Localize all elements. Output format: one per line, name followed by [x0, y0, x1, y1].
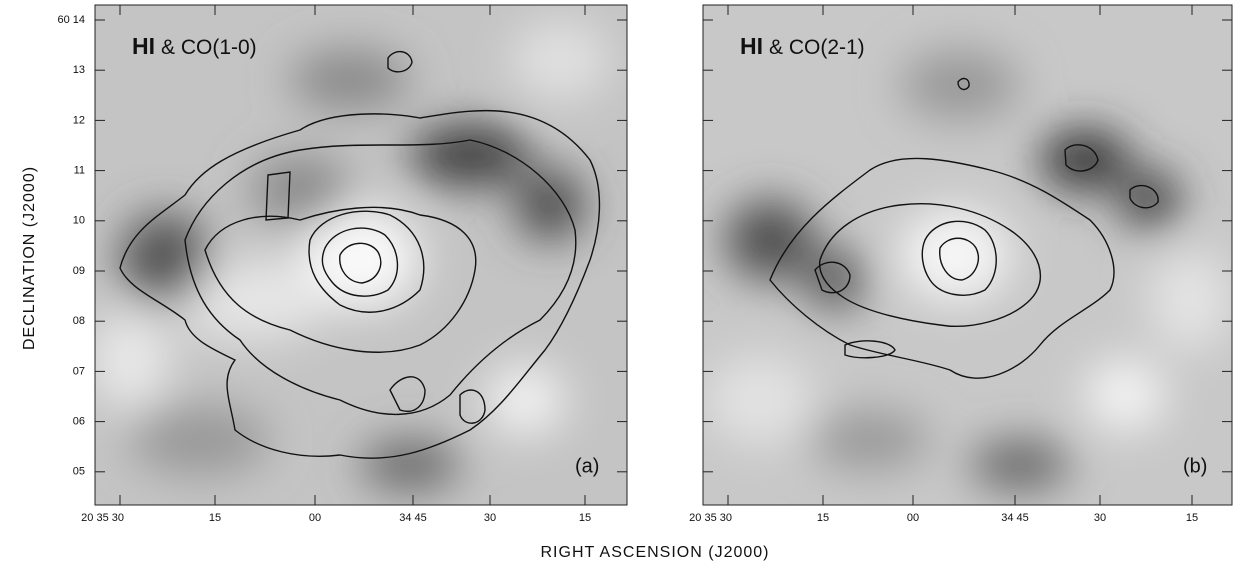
panel-title-main: HI: [740, 33, 763, 59]
panel-label: (b): [1183, 455, 1207, 477]
x-tick-label: 34 45: [1001, 512, 1029, 524]
x-tick-label: 20 35 30: [81, 512, 124, 524]
panel-label: (a): [575, 455, 599, 477]
panel-title-rest: & CO(2-1): [769, 36, 865, 59]
panel-title-rest: & CO(1-0): [161, 36, 257, 59]
y-tick-label: 13: [73, 64, 85, 76]
x-tick-label: 20 35 30: [689, 512, 732, 524]
panel-title: HI & CO(2-1): [740, 33, 865, 59]
y-tick-label: 05: [73, 466, 85, 478]
x-axis-label: RIGHT ASCENSION (J2000): [541, 544, 770, 561]
panel-b-frame: [702, 4, 1233, 506]
y-tick-label: 11: [74, 165, 85, 177]
panel-a-image: [95, 5, 627, 505]
x-tick-label: 00: [907, 512, 919, 524]
panel-title-main: HI: [132, 33, 155, 59]
x-tick-label: 15: [579, 512, 591, 524]
x-tick-label: 34 45: [399, 512, 427, 524]
x-tick-label: 15: [1186, 512, 1198, 524]
panel-a-frame: [94, 4, 628, 506]
panel-b-image: [703, 5, 1232, 505]
x-tick-label: 15: [817, 512, 829, 524]
y-axis-label: DECLINATION (J2000): [21, 166, 38, 350]
x-tick-label: 30: [1094, 512, 1106, 524]
y-tick-label: 12: [73, 114, 85, 126]
y-tick-label: 10: [73, 215, 85, 227]
y-tick-label: 07: [73, 365, 85, 377]
panel-title: HI & CO(1-0): [132, 33, 257, 59]
y-tick-label: 06: [73, 416, 85, 428]
y-tick-label: 08: [73, 315, 85, 327]
y-tick-label: 60 14: [57, 14, 85, 26]
x-tick-label: 00: [309, 512, 321, 524]
x-tick-label: 15: [209, 512, 221, 524]
x-tick-label: 30: [484, 512, 496, 524]
y-tick-label: 09: [73, 265, 85, 277]
